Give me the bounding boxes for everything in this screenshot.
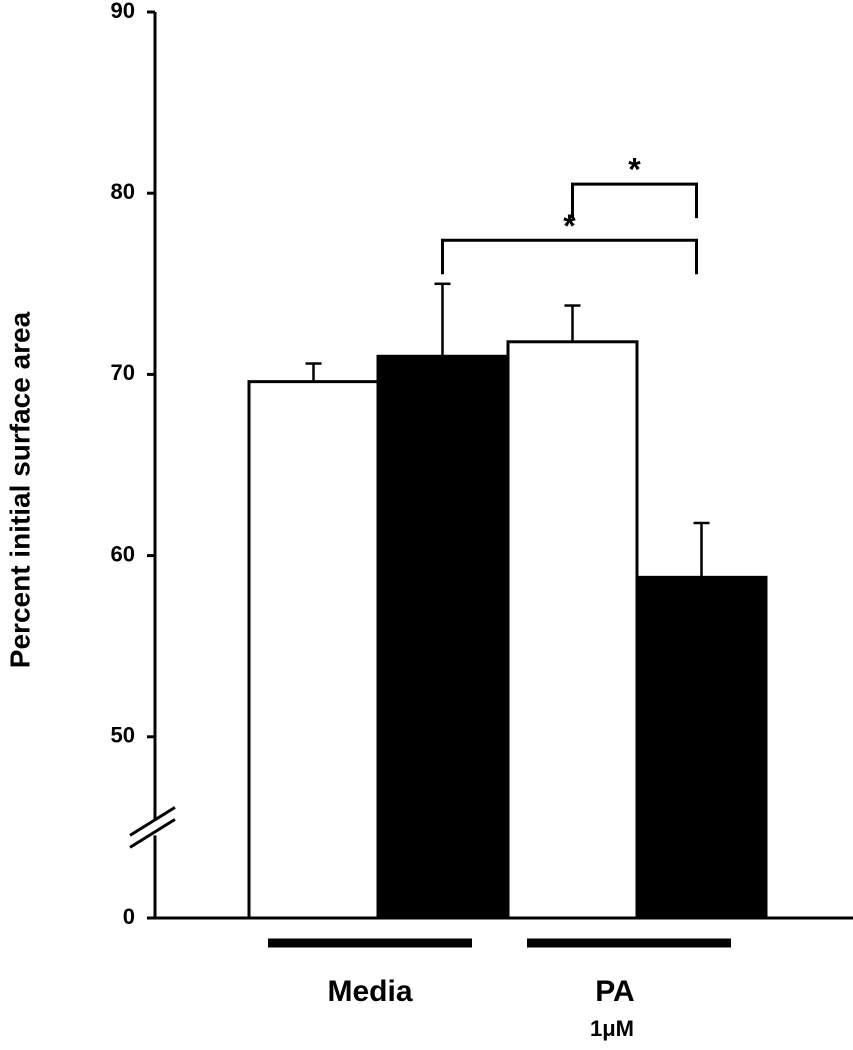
x-tick-label: Media (327, 975, 412, 1008)
y-tick-label: 50 (111, 723, 135, 748)
axis-break-mark (129, 806, 176, 837)
significance-bracket (441, 238, 698, 275)
y-tick-label: 0 (123, 904, 135, 929)
bar (506, 340, 639, 920)
bar (635, 575, 768, 920)
bar (247, 380, 380, 920)
axis-break-mark (129, 818, 176, 849)
x-tick-sublabel: 1μM (590, 1016, 634, 1041)
significance-label: * (628, 152, 641, 188)
y-axis-label: Percent initial surface area (4, 311, 35, 668)
y-tick-label: 70 (111, 360, 135, 385)
x-tick-label: PA (595, 975, 634, 1008)
bar (376, 354, 509, 920)
significance-bracket (571, 182, 698, 219)
y-tick-label: 80 (111, 179, 135, 204)
y-tick-label: 60 (111, 541, 135, 566)
y-tick-label: 90 (111, 0, 135, 23)
axis-break-gap (151, 819, 159, 836)
significance-label: * (563, 208, 576, 244)
